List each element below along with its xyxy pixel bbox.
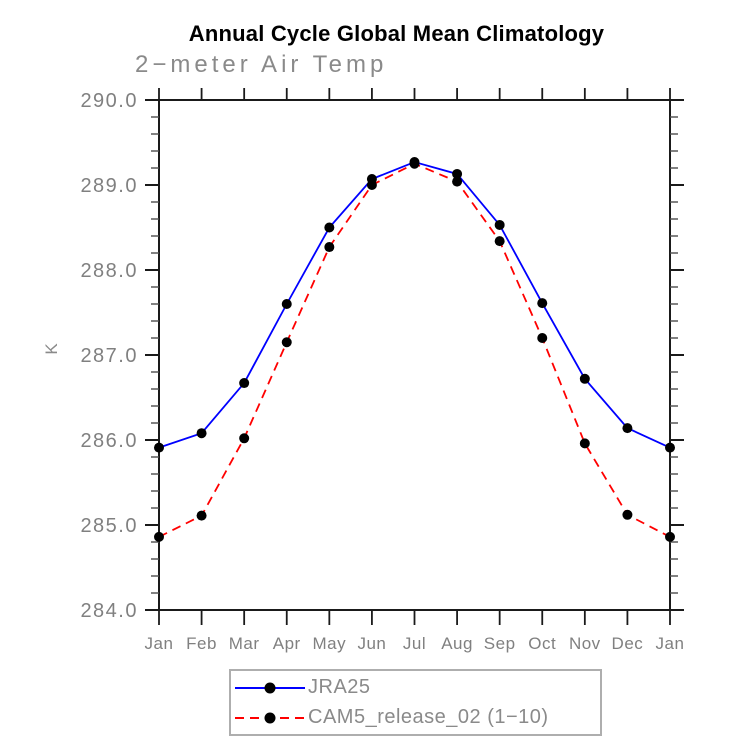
data-point-marker [622,509,633,520]
x-tick-label: Nov [569,634,601,653]
data-point-marker [622,423,633,434]
data-point-marker [281,299,292,309]
data-point-marker [494,236,505,247]
legend-label-cam5: CAM5_release_02 (1−10) [308,706,549,728]
data-point-marker [665,442,675,453]
chart-subtitle: 2−meter Air Temp [135,51,388,78]
legend-item-cam5: CAM5_release_02 (1−10) [235,703,600,733]
data-point-marker [239,433,250,444]
data-point-marker [239,378,250,389]
legend: JRA25 CAM5_release_02 (1−10) [229,669,602,736]
data-point-marker [196,428,207,439]
data-point-marker [579,373,590,384]
y-tick-label: 286.0 [80,430,138,452]
y-tick-label: 290.0 [80,90,138,112]
legend-marker-dot-icon [264,682,276,693]
data-point-marker [537,333,548,343]
x-tick-label: Feb [186,634,217,653]
x-tick-label: Jan [145,634,174,653]
data-point-marker [452,168,463,179]
x-tick-label: May [313,634,347,653]
x-tick-label: Jan [656,634,685,653]
y-tick-label: 284.0 [80,600,138,622]
chart-title: Annual Cycle Global Mean Climatology [188,21,605,46]
legend-line-solid [235,682,305,693]
legend-line-dashed [235,712,305,723]
y-tick-label: 288.0 [80,260,138,282]
data-point-marker [324,222,335,233]
series-line-0 [158,161,671,449]
x-tick-label: Dec [612,634,644,653]
y-tick-label: 289.0 [80,175,138,197]
plot-border [158,99,671,611]
x-tick-label: Sep [484,634,516,653]
x-tick-label: Apr [273,634,301,653]
data-point-marker [154,442,164,453]
data-point-marker [494,219,505,230]
data-point-marker [409,158,420,169]
data-point-marker [366,180,377,190]
data-point-marker [537,298,548,309]
data-point-marker [196,510,207,521]
y-tick-label: 287.0 [80,345,138,367]
data-point-marker [324,242,335,253]
y-tick-label: 285.0 [80,515,138,537]
series-line-1 [158,162,671,538]
legend-item-jra25: JRA25 [235,673,600,703]
x-tick-label: Oct [528,634,556,653]
data-point-marker [665,531,675,542]
legend-label-jra25: JRA25 [308,676,371,698]
data-point-marker [452,176,463,187]
x-tick-label: Aug [441,634,473,653]
legend-marker-dot-icon [264,712,276,723]
data-point-marker [154,531,164,542]
x-tick-label: Mar [229,634,260,653]
x-tick-label: Jun [357,634,386,653]
data-point-marker [579,438,590,449]
data-point-marker [281,337,292,348]
x-tick-label: Jul [403,634,426,653]
